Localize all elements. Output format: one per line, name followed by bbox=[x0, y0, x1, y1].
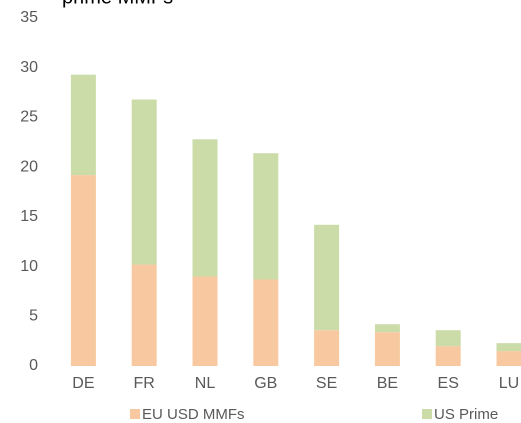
legend-label: EU USD MMFs bbox=[142, 406, 245, 423]
legend-label: US Prime bbox=[434, 406, 498, 423]
y-tick-label: 30 bbox=[20, 59, 38, 76]
bar-segment bbox=[435, 346, 461, 366]
bar-segment bbox=[253, 279, 279, 366]
y-tick-label: 10 bbox=[20, 258, 38, 275]
y-tick-label: 25 bbox=[20, 109, 38, 126]
bar-segment bbox=[131, 264, 157, 366]
x-tick-label: NL bbox=[195, 375, 216, 392]
y-tick-label: 0 bbox=[29, 357, 38, 374]
x-tick-label: BE bbox=[377, 375, 398, 392]
x-tick-label: ES bbox=[438, 375, 459, 392]
bar-segment bbox=[192, 276, 218, 366]
bar-segment bbox=[374, 332, 400, 366]
bar-segment bbox=[496, 351, 521, 366]
bar-segment bbox=[314, 224, 340, 331]
x-tick-label: FR bbox=[134, 375, 155, 392]
bar-segment bbox=[374, 324, 400, 333]
bar-segment bbox=[253, 153, 279, 280]
y-tick-label: 35 bbox=[20, 9, 38, 26]
x-tick-label: LU bbox=[499, 375, 519, 392]
bar-segment bbox=[70, 74, 96, 176]
x-tick-label: DE bbox=[72, 375, 94, 392]
bar-segment bbox=[70, 175, 96, 366]
bar-segment bbox=[314, 330, 340, 366]
bar-segment bbox=[496, 343, 521, 352]
x-tick-label: SE bbox=[316, 375, 337, 392]
x-tick-label: GB bbox=[254, 375, 277, 392]
bar-segment bbox=[192, 139, 218, 277]
bar-segment bbox=[435, 330, 461, 347]
y-tick-label: 5 bbox=[29, 308, 38, 325]
y-tick-label: 15 bbox=[20, 208, 38, 225]
y-tick-label: 20 bbox=[20, 158, 38, 175]
chart-title: prime MMFs bbox=[62, 0, 173, 8]
legend-swatch bbox=[422, 409, 432, 419]
bar-segment bbox=[131, 99, 157, 265]
legend-swatch bbox=[130, 409, 140, 419]
